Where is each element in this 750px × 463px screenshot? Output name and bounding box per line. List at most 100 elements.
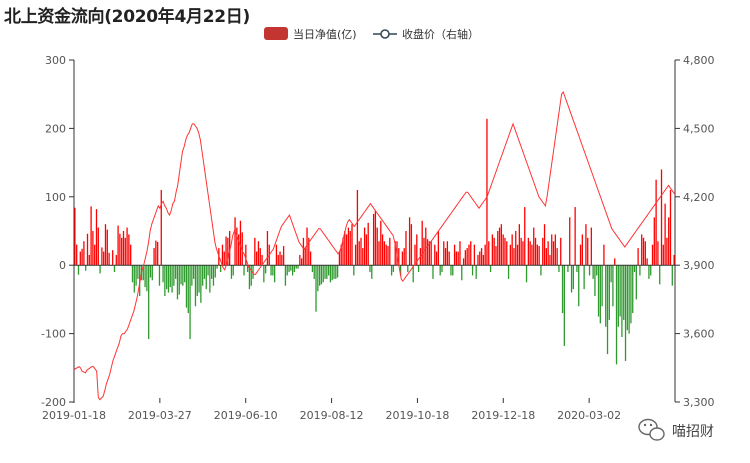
flow-bar <box>187 265 189 314</box>
legend-bar-swatch[interactable] <box>264 27 288 40</box>
flow-bar <box>401 251 404 266</box>
flow-bar <box>500 224 503 266</box>
flow-bar <box>74 207 76 266</box>
flow-bar <box>175 265 177 279</box>
flow-bar <box>641 234 643 266</box>
flow-bar <box>596 265 598 276</box>
flow-bar <box>482 254 485 266</box>
flow-bar <box>623 265 625 320</box>
flow-bar <box>581 234 583 266</box>
right-y-ticks: 4,800 4,500 4,200 3,900 3,600 3,300 <box>675 54 715 409</box>
flow-bar <box>452 265 454 276</box>
legend-bar-label[interactable]: 当日净值(亿) <box>293 27 357 41</box>
flow-bar <box>362 248 364 266</box>
flow-bar <box>284 265 287 286</box>
flow-bar <box>369 265 371 273</box>
flow-bar <box>542 237 544 266</box>
flow-bar <box>543 224 546 266</box>
flow-bar <box>480 248 483 266</box>
flow-bar <box>389 237 391 266</box>
flow-bar <box>209 265 211 293</box>
flow-bar <box>176 265 179 300</box>
flow-bar <box>306 227 308 266</box>
flow-bar <box>516 244 519 266</box>
flow-bar <box>410 224 413 266</box>
flow-bar <box>324 265 326 279</box>
flow-bar <box>533 227 535 266</box>
left-tick-label: 200 <box>45 122 66 135</box>
flow-bar <box>83 241 85 266</box>
flow-bar <box>407 265 409 273</box>
flow-bar <box>486 118 488 266</box>
flow-bar <box>662 244 664 266</box>
flow-bar <box>126 227 128 266</box>
flow-bar <box>135 265 137 286</box>
flow-bar <box>234 217 236 266</box>
flow-bar <box>576 265 578 273</box>
flow-bar <box>245 244 247 266</box>
flow-bar <box>417 265 420 273</box>
flow-bar <box>349 231 351 266</box>
flow-bar <box>597 265 600 317</box>
flow-bar <box>290 265 292 271</box>
flow-bar <box>669 189 672 266</box>
flow-bar <box>646 258 648 266</box>
flow-bar <box>167 265 170 293</box>
flow-bar <box>299 254 301 266</box>
flow-bar <box>169 265 171 288</box>
flow-bar <box>558 265 560 273</box>
x-tick-label: 2020-03-02 <box>557 409 621 422</box>
flow-bar <box>437 231 440 266</box>
flow-bar <box>142 265 144 281</box>
flow-bar <box>372 213 375 266</box>
flow-bars <box>74 118 675 365</box>
flow-bar <box>281 254 283 266</box>
flow-bar <box>360 237 362 266</box>
x-tick-label: 2019-10-18 <box>385 409 449 422</box>
watermark: 喵招财 <box>638 418 714 441</box>
flow-bar <box>588 265 591 276</box>
flow-bar <box>441 265 443 273</box>
flow-bar <box>90 206 92 266</box>
flow-bar <box>374 210 377 266</box>
x-tick-label: 2019-03-27 <box>128 409 192 422</box>
flow-bar <box>261 254 263 266</box>
flow-bar <box>561 265 564 314</box>
flow-bar <box>338 251 341 266</box>
flow-bar <box>104 224 107 266</box>
flow-bar <box>601 265 603 307</box>
watermark-text: 喵招财 <box>672 424 714 440</box>
flow-bar <box>327 265 330 276</box>
flow-bar <box>318 265 321 286</box>
flow-bar <box>297 265 299 269</box>
flow-bar <box>673 254 675 266</box>
flow-bar <box>130 244 132 266</box>
flow-bar <box>300 258 303 266</box>
flow-bar <box>554 234 556 266</box>
flow-bar <box>574 207 576 266</box>
flow-bar <box>459 241 461 266</box>
flow-bar <box>340 244 342 266</box>
flow-bar <box>507 265 510 279</box>
flow-bar <box>621 265 623 338</box>
flow-bar <box>178 265 180 295</box>
flow-bar <box>538 246 540 266</box>
flow-bar <box>270 265 272 276</box>
flow-bar <box>241 232 243 266</box>
flow-bar <box>155 240 157 266</box>
flow-bar <box>610 265 612 283</box>
legend-line-marker[interactable] <box>380 29 390 39</box>
axes: 300 200 100 0 -100 -200 4,800 4,500 4,200 3,900 3… <box>41 54 714 422</box>
right-tick-label: 4,500 <box>683 122 715 135</box>
flow-bar <box>117 225 119 266</box>
flow-bar <box>180 265 182 285</box>
flow-bar <box>414 244 416 266</box>
flow-bar <box>173 265 175 286</box>
flow-bar <box>421 220 423 266</box>
flow-bar <box>383 241 386 266</box>
flow-bar <box>137 265 139 279</box>
flow-bar <box>493 237 495 266</box>
legend-line-label[interactable]: 收盘价（右轴） <box>402 27 479 41</box>
flow-bar <box>106 229 108 266</box>
flow-bar <box>579 244 582 266</box>
